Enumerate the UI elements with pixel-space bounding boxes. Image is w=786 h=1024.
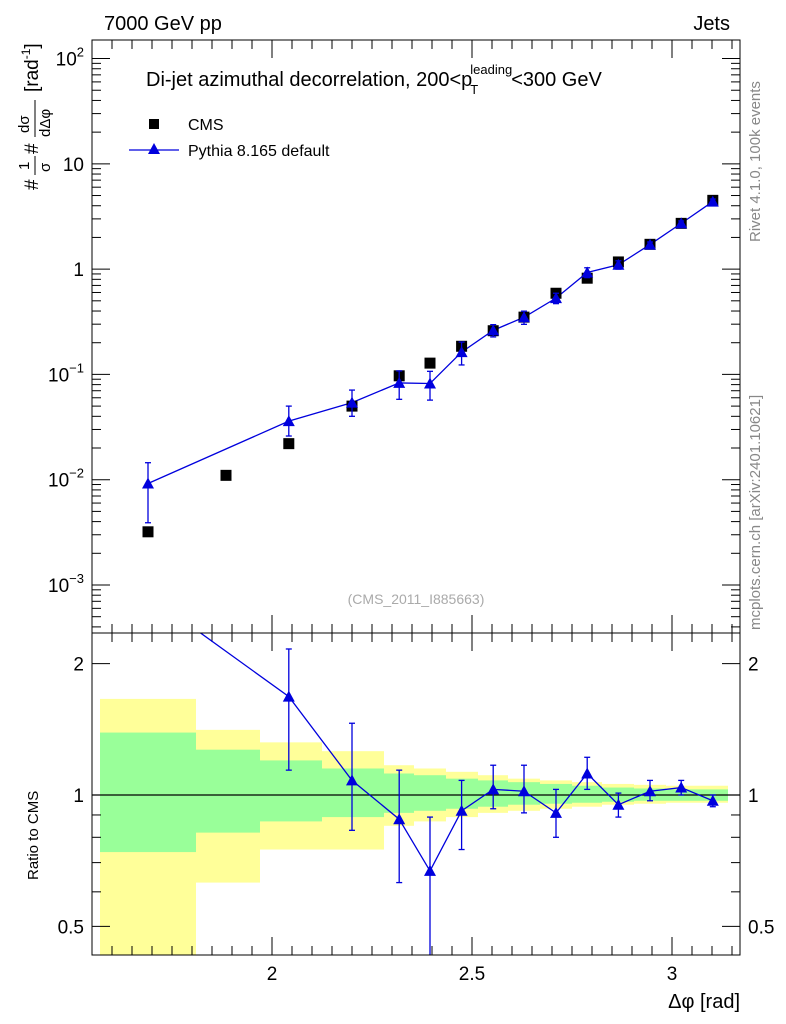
cms-data-point xyxy=(424,357,436,369)
legend-pythia-label: Pythia 8.165 default xyxy=(188,143,330,160)
title-sup-part: leading xyxy=(470,62,512,77)
ylabel-unit-close: ] xyxy=(22,43,43,48)
ratio-uncertainty-bands xyxy=(100,698,728,955)
header-left: 7000 GeV pp xyxy=(104,13,222,35)
ratio-data-point xyxy=(644,785,656,797)
ylabel-frac2-den: dΔφ xyxy=(37,109,54,137)
ratio-green-band xyxy=(100,732,196,853)
ratio-data-point xyxy=(393,813,406,825)
ratio-green-band xyxy=(196,749,260,833)
ratio-pythia-line xyxy=(199,633,714,873)
tick-exponent: −2 xyxy=(69,466,84,481)
legend-cms-label: CMS xyxy=(188,117,224,134)
legend-cms-marker xyxy=(149,119,159,129)
analysis-watermark: (CMS_2011_I885663) xyxy=(348,591,485,607)
main-y-tick-label: 10 xyxy=(63,155,84,176)
x-axis-label: Δφ [rad] xyxy=(668,991,740,1013)
pythia-data-point xyxy=(346,396,358,408)
ratio-green-band xyxy=(322,768,384,818)
rivet-version-text: Rivet 4.1.0, 100k events xyxy=(747,81,764,242)
ratio-y-tick-label-left: 2 xyxy=(73,655,84,676)
ratio-data-point xyxy=(550,806,562,818)
tick-base: 10 xyxy=(56,50,77,71)
main-series-layer xyxy=(142,194,719,538)
ratio-green-band xyxy=(414,775,446,811)
main-y-tick-label: 1 xyxy=(73,260,84,281)
main-y-tick-label: 10−3 xyxy=(48,571,84,597)
ratio-data-point xyxy=(581,767,594,779)
ratio-data-point xyxy=(282,690,295,702)
pythia-data-point xyxy=(424,377,436,389)
pythia-data-point xyxy=(550,292,562,304)
cms-data-point xyxy=(220,469,232,481)
tick-base: 10 xyxy=(48,365,69,386)
pythia-data-point xyxy=(487,324,500,336)
ratio-data-point xyxy=(706,794,719,806)
ylabel-unit: [rad-1] xyxy=(19,43,43,92)
ratio-green-band xyxy=(572,785,602,803)
legend-pythia-marker xyxy=(148,143,160,154)
pythia-data-point xyxy=(282,415,295,427)
legend: CMS Pythia 8.165 default xyxy=(129,117,330,160)
ratio-data-point xyxy=(424,864,436,876)
pythia-data-point xyxy=(612,258,625,270)
x-tick-label: 3 xyxy=(667,964,678,985)
ratio-data-point xyxy=(346,774,358,786)
pythia-line xyxy=(147,201,714,485)
ratio-y-tick-label-left: 0.5 xyxy=(58,917,84,938)
ylabel-hash-1: # xyxy=(22,179,43,190)
pythia-data-point xyxy=(142,477,154,489)
pythia-data-point xyxy=(518,311,530,323)
tick-base: 10 xyxy=(48,576,69,597)
main-y-tick-label: 10−1 xyxy=(48,360,84,386)
main-y-axis-label: # 1 σ # dσ dΔφ [rad-1] xyxy=(16,43,54,190)
pythia-data-point xyxy=(706,195,719,207)
title-sub-part: T xyxy=(470,82,478,97)
x-tick-label: 2.5 xyxy=(459,964,485,985)
ratio-data-point xyxy=(518,785,530,797)
title-end-part: <300 GeV xyxy=(511,69,602,91)
ylabel-unit-open: [rad xyxy=(22,59,43,92)
ratio-data-point xyxy=(142,589,154,600)
tick-exponent: 2 xyxy=(77,45,84,60)
pythia-data-point xyxy=(581,266,594,278)
header-right: Jets xyxy=(693,13,730,35)
main-title: Di-jet azimuthal decorrelation, 200<plea… xyxy=(146,62,602,97)
ylabel-hash-2: # xyxy=(22,143,43,154)
ratio-y-tick-label-right: 2 xyxy=(748,655,759,676)
x-tick-label: 2 xyxy=(267,964,278,985)
ylabel-unit-exp: -1 xyxy=(19,48,33,59)
tick-exponent: −1 xyxy=(69,360,84,375)
pythia-data-point xyxy=(455,346,468,358)
ratio-data-point xyxy=(487,783,500,795)
pythia-data-point xyxy=(393,376,406,388)
ylabel-frac1-num: 1 xyxy=(16,162,33,170)
ylabel-frac1-den: σ xyxy=(37,162,54,172)
main-y-tick-label: 102 xyxy=(56,45,84,71)
pythia-data-point xyxy=(644,238,656,250)
ratio-panel-frame xyxy=(91,632,741,956)
ratio-series-layer xyxy=(92,589,740,955)
ratio-y-tick-label-right: 1 xyxy=(748,786,759,807)
tick-base: 10 xyxy=(48,471,69,492)
cms-data-point xyxy=(283,438,295,450)
cms-data-point xyxy=(142,526,154,538)
mcplots-text: mcplots.cern.ch [arXiv:2401.10621] xyxy=(747,395,764,630)
ratio-data-point xyxy=(675,781,688,793)
title-main-part: Di-jet azimuthal decorrelation, 200<p xyxy=(146,69,472,91)
ratio-data-point xyxy=(612,798,625,810)
ratio-y-tick-label-left: 1 xyxy=(73,786,84,807)
ylabel-frac2-num: dσ xyxy=(16,115,33,133)
ratio-y-axis-label: Ratio to CMS xyxy=(25,791,42,880)
ratio-data-point xyxy=(455,804,468,816)
tick-exponent: −3 xyxy=(69,571,84,586)
main-y-tick-label: 10−2 xyxy=(48,466,84,492)
ratio-y-tick-label-right: 0.5 xyxy=(748,917,774,938)
pythia-data-point xyxy=(675,217,688,229)
